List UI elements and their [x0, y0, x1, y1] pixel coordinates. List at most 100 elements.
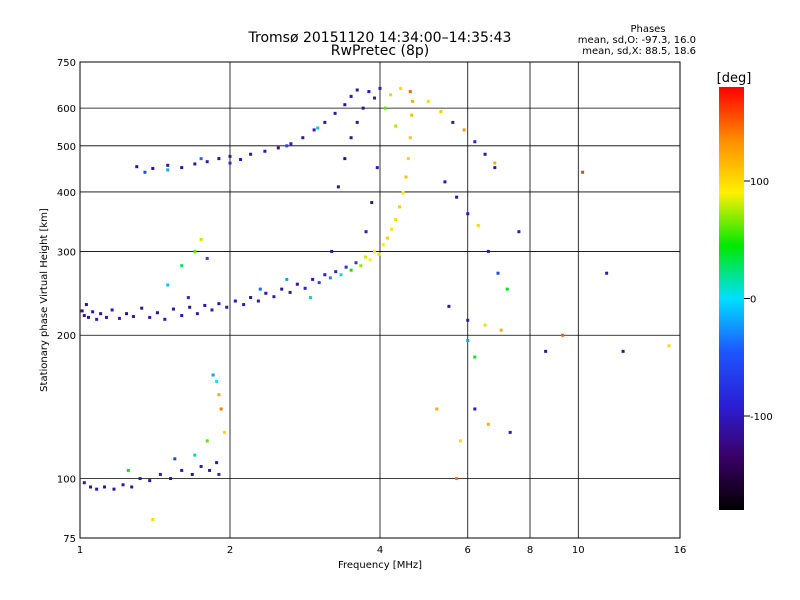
echo-point — [330, 249, 334, 253]
echo-point — [285, 277, 289, 281]
echo-point — [328, 276, 332, 280]
echo-point — [389, 93, 393, 97]
echo-point — [233, 299, 237, 303]
echo-point — [486, 249, 490, 253]
echo-point — [276, 146, 280, 150]
echo-point — [667, 344, 671, 348]
echo-point — [349, 268, 353, 272]
echo-point — [225, 305, 229, 309]
grid-lines — [80, 62, 680, 538]
echo-point — [215, 379, 219, 383]
echo-point — [103, 485, 107, 489]
echo-point — [317, 281, 321, 285]
x-tick-label: 2 — [227, 545, 233, 556]
echo-point — [311, 277, 315, 281]
echo-point — [205, 160, 209, 164]
echo-point — [496, 271, 500, 275]
echo-point — [499, 328, 503, 332]
echo-point — [193, 162, 197, 166]
y-axis-label: Stationary phase Virtual Height [km] — [39, 208, 50, 392]
echo-point — [217, 472, 221, 476]
echo-point — [349, 94, 353, 98]
echo-point — [256, 299, 260, 303]
echo-point — [190, 472, 194, 476]
y-tick-label: 75 — [63, 534, 76, 545]
echo-point — [84, 303, 88, 307]
echo-point — [483, 323, 487, 327]
echo-point — [336, 185, 340, 189]
echo-point — [180, 166, 184, 170]
echo-point — [208, 468, 212, 472]
chart-subtitle: RwPretec (8p) — [331, 43, 429, 59]
echo-point — [151, 518, 155, 522]
echo-point — [370, 201, 374, 205]
echo-point — [186, 296, 190, 300]
echo-point — [408, 136, 412, 140]
echo-point — [158, 472, 162, 476]
echo-point — [205, 439, 209, 443]
echo-point — [439, 110, 443, 114]
echo-point — [228, 161, 232, 165]
echo-point — [517, 230, 521, 234]
echo-point — [99, 312, 103, 316]
echo-point — [89, 485, 93, 489]
echo-point — [385, 236, 389, 240]
echo-point — [373, 96, 377, 100]
echo-point — [188, 305, 192, 309]
echo-point — [377, 252, 381, 256]
echo-point — [508, 430, 512, 434]
echo-point — [401, 191, 405, 195]
data-points — [80, 86, 671, 522]
echo-point — [394, 218, 398, 222]
echo-point — [363, 255, 367, 259]
echo-point — [140, 306, 144, 310]
echo-point — [408, 90, 412, 94]
echo-point — [80, 309, 84, 313]
echo-point — [323, 273, 327, 277]
echo-point — [143, 170, 147, 174]
echo-point — [359, 264, 363, 268]
echo-point — [199, 464, 203, 468]
y-tick-label: 200 — [57, 331, 76, 342]
echo-point — [312, 128, 316, 132]
colorbar-label: [deg] — [717, 71, 752, 86]
echo-point — [217, 157, 221, 161]
echo-point — [486, 422, 490, 426]
chart-title: Tromsø 20151120 14:34:00–14:35:43 — [248, 30, 512, 46]
echo-point — [364, 230, 368, 234]
echo-point — [394, 124, 398, 128]
echo-point — [411, 99, 415, 103]
echo-point — [280, 287, 284, 291]
echo-point — [263, 149, 267, 153]
echo-point — [621, 349, 625, 353]
echo-point — [104, 315, 108, 319]
echo-point — [404, 175, 408, 179]
x-tick-label: 16 — [674, 545, 687, 556]
echo-point — [295, 282, 299, 286]
colorbar — [719, 87, 744, 510]
colorbar-tick-label: 0 — [750, 295, 756, 306]
echo-point — [399, 86, 403, 90]
echo-point — [316, 126, 320, 130]
echo-point — [303, 286, 307, 290]
echo-point — [473, 407, 477, 411]
echo-point — [378, 86, 382, 90]
echo-point — [462, 128, 466, 132]
y-tick-label: 100 — [57, 475, 76, 486]
echo-point — [193, 453, 197, 457]
echo-point — [138, 477, 142, 481]
x-tick-label: 4 — [377, 545, 383, 556]
echo-point — [95, 317, 99, 321]
x-axis-label: Frequency [MHz] — [338, 560, 422, 571]
echo-point — [180, 468, 184, 472]
echo-point — [148, 315, 152, 319]
echo-point — [171, 307, 175, 311]
echo-point — [447, 304, 451, 308]
echo-point — [406, 157, 410, 161]
echo-point — [354, 261, 358, 265]
echo-point — [166, 168, 170, 172]
echo-point — [95, 487, 99, 491]
echo-point — [426, 99, 430, 103]
echo-point — [383, 106, 387, 110]
echo-point — [493, 166, 497, 170]
